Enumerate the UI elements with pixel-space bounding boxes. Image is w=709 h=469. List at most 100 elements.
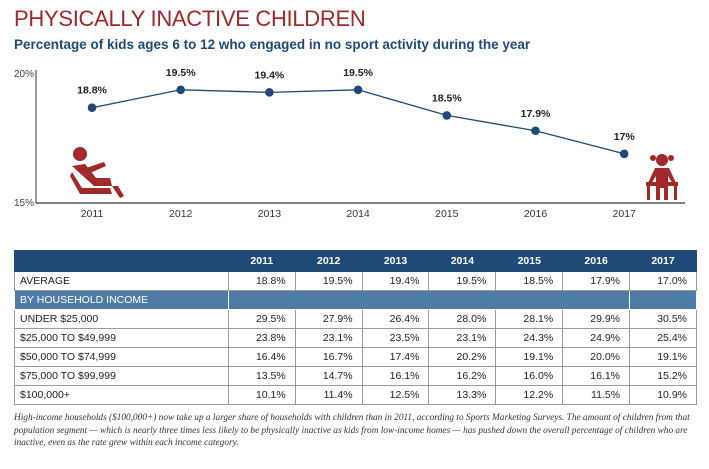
table-cell: 17.0%	[629, 271, 697, 291]
table-cell: 23.5%	[361, 328, 430, 348]
table-cell: 16.1%	[562, 366, 631, 386]
table-cell: 13.5%	[227, 366, 296, 386]
table-cell: 16.7%	[294, 347, 363, 367]
data-label: 18.8%	[77, 85, 107, 97]
seated-girl-icon	[646, 182, 678, 186]
table-cell: 20.0%	[562, 347, 631, 367]
data-label: 17.9%	[521, 108, 551, 120]
table-cell: 26.4%	[361, 309, 430, 329]
section-spacer	[629, 290, 697, 310]
seated-girl-icon	[648, 168, 676, 188]
x-tick-label: 2015	[435, 208, 459, 220]
seated-girl-icon	[668, 155, 674, 161]
seated-girl-icon	[647, 186, 650, 200]
data-table: 2011 2012 2013 2014 2015 2016 2017 AVERAGE 18.8…	[14, 250, 697, 405]
table-row: $50,000 TO $74,999 16.4% 16.7% 17.4% 20.2% 19…	[14, 347, 697, 367]
table-row: $100,000+ 10.1% 11.4% 12.5% 13.3% 12.2% 11.5% 1…	[14, 385, 697, 405]
data-point	[87, 103, 97, 113]
table-row: AVERAGE 18.8% 19.5% 19.4% 19.5% 18.5% 17.9% 17.…	[14, 271, 697, 291]
table-cell: 25.4%	[629, 328, 697, 348]
table-cell: 12.5%	[361, 385, 430, 405]
table-cell: 28.0%	[428, 309, 497, 329]
table-cell: 19.5%	[294, 271, 363, 291]
column-header: 2013	[361, 250, 430, 272]
x-tick-label: 2013	[258, 208, 282, 220]
data-label: 19.5%	[166, 67, 196, 79]
table-cell: 20.2%	[428, 347, 497, 367]
x-tick-label: 2017	[613, 208, 637, 220]
table-cell: 18.8%	[227, 271, 296, 291]
sitting-child-icon	[70, 172, 112, 194]
table-cell: 12.2%	[495, 385, 564, 405]
column-header: 2014	[428, 250, 497, 272]
data-label: 19.5%	[343, 67, 373, 79]
seated-girl-icon	[656, 154, 668, 166]
table-cell: 16.1%	[361, 366, 430, 386]
row-label: $50,000 TO $74,999	[14, 347, 229, 367]
table-cell: 29.5%	[227, 309, 296, 329]
row-label: $75,000 TO $99,999	[14, 366, 229, 386]
table-row: $25,000 TO $49,999 23.8% 23.1% 23.5% 23.1% 24…	[14, 328, 697, 348]
seated-girl-icon	[650, 155, 656, 161]
table-cell: 18.5%	[495, 271, 564, 291]
table-row: UNDER $25,000 29.5% 27.9% 26.4% 28.0% 28.1% 29…	[14, 309, 697, 329]
seated-girl-icon	[674, 186, 677, 200]
table-cell: 17.4%	[361, 347, 430, 367]
table-cell: 16.4%	[227, 347, 296, 367]
data-point	[265, 88, 274, 97]
y-tick-label: 15%	[14, 198, 34, 209]
row-label: BY HOUSEHOLD INCOME	[14, 290, 229, 310]
sitting-child-icon	[72, 164, 112, 186]
data-label: 19.4%	[255, 69, 285, 81]
table-cell: 19.1%	[629, 347, 697, 367]
x-tick-label: 2011	[81, 208, 104, 220]
line-chart: 20% 15% 18.8% 2011 19.5% 2012 19.4% 2013 19.5% 20…	[14, 67, 685, 220]
data-label: 18.5%	[432, 92, 462, 104]
table-cell: 23.8%	[227, 328, 296, 348]
column-header: 2015	[495, 250, 564, 272]
table-cell: 19.4%	[361, 271, 430, 291]
table-cell: 19.5%	[428, 271, 497, 291]
table-cell: 23.1%	[428, 328, 497, 348]
table-cell: 10.1%	[227, 385, 296, 405]
data-point	[442, 111, 452, 120]
table-cell: 16.2%	[428, 366, 497, 386]
table-cell: 23.1%	[294, 328, 363, 348]
table-cell: 27.9%	[294, 309, 363, 329]
seated-girl-icon	[664, 188, 668, 200]
caption: High-income households ($100,000+) now t…	[14, 413, 690, 448]
data-point	[619, 149, 629, 159]
sitting-child-icon	[112, 186, 124, 198]
x-tick-label: 2016	[524, 208, 548, 220]
row-label: $25,000 TO $49,999	[14, 328, 229, 348]
table-cell: 29.9%	[562, 309, 631, 329]
data-point	[176, 85, 185, 95]
column-header: 2012	[294, 250, 363, 272]
x-tick-label: 2014	[346, 208, 370, 220]
column-header	[14, 250, 229, 272]
table-cell: 16.0%	[495, 366, 564, 386]
chart-subtitle: Percentage of kids ages 6 to 12 who enga…	[14, 37, 531, 52]
data-point	[353, 85, 363, 95]
table-cell: 17.9%	[562, 271, 631, 291]
table-cell: 14.7%	[294, 366, 363, 386]
table-row: $75,000 TO $99,999 13.5% 14.7% 16.1% 16.2% 16…	[14, 366, 697, 386]
table-cell: 10.9%	[629, 385, 697, 405]
column-header: 2016	[562, 250, 631, 272]
data-label: 17%	[614, 131, 636, 143]
column-header: 2011	[227, 250, 296, 272]
sitting-child-icon	[86, 162, 106, 173]
row-label: AVERAGE	[14, 271, 229, 291]
row-label: $100,000+	[14, 385, 229, 405]
data-point	[531, 126, 540, 136]
table-cell: 28.1%	[495, 309, 564, 329]
table-header-row: 2011 2012 2013 2014 2015 2016 2017	[14, 250, 697, 272]
series-line	[91, 89, 625, 155]
table-cell: 24.3%	[495, 328, 564, 348]
row-label: UNDER $25,000	[14, 309, 229, 329]
table-cell: 30.5%	[629, 309, 697, 329]
y-tick-label: 20%	[14, 69, 34, 80]
x-tick-label: 2012	[169, 208, 193, 220]
table-cell: 24.9%	[562, 328, 631, 348]
seated-girl-icon	[656, 188, 660, 200]
